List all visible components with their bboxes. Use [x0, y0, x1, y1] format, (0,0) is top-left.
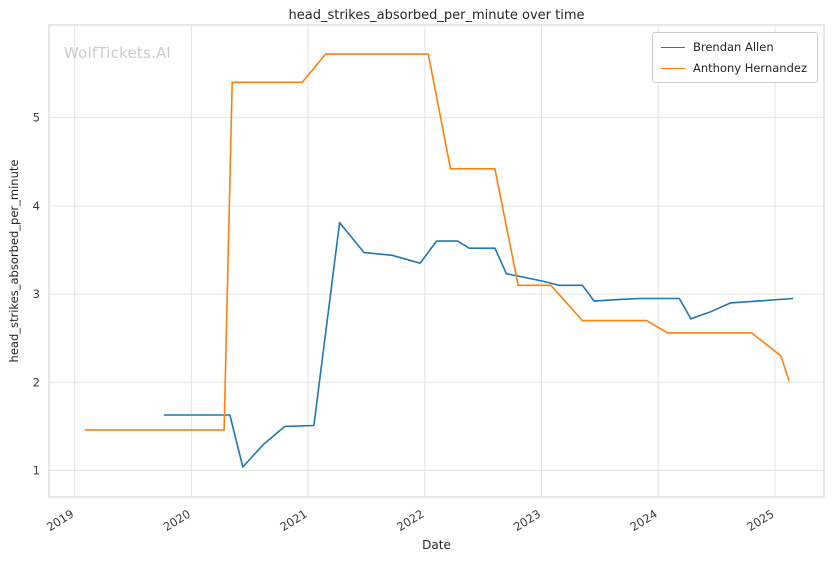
- x-tick-label: 2020: [161, 507, 193, 534]
- y-tick-label: 5: [33, 111, 40, 125]
- series-line-anthony-hernandez: [84, 53, 790, 431]
- legend-item-brendan-allen: Brendan Allen: [660, 40, 807, 54]
- legend-label: Brendan Allen: [692, 40, 774, 54]
- y-tick-label: 3: [33, 287, 40, 301]
- y-axis-label: head_strikes_absorbed_per_minute: [7, 159, 21, 363]
- x-axis-label: Date: [422, 538, 451, 552]
- x-tick-label: 2024: [628, 507, 660, 534]
- y-tick-label: 1: [33, 464, 40, 478]
- x-tick-label: 2022: [394, 507, 426, 534]
- legend-label: Anthony Hernandez: [692, 61, 807, 75]
- x-tick-label: 2025: [744, 507, 776, 534]
- legend: Brendan Allen Anthony Hernandez: [651, 32, 818, 83]
- plot-border: [48, 24, 825, 498]
- x-tick-label: 2019: [44, 507, 76, 534]
- watermark: WolfTickets.AI: [64, 44, 172, 62]
- legend-swatch-orange-line: [660, 67, 685, 69]
- chart-title: head_strikes_absorbed_per_minute over ti…: [288, 8, 585, 23]
- legend-swatch-blue-line: [660, 46, 685, 48]
- series-line-brendan-allen: [163, 221, 794, 468]
- x-tick-label: 2021: [277, 507, 309, 534]
- x-tick-label: 2023: [511, 507, 543, 534]
- y-tick-label: 4: [33, 199, 40, 213]
- y-tick-label: 2: [33, 375, 40, 389]
- legend-item-anthony-hernandez: Anthony Hernandez: [660, 61, 807, 75]
